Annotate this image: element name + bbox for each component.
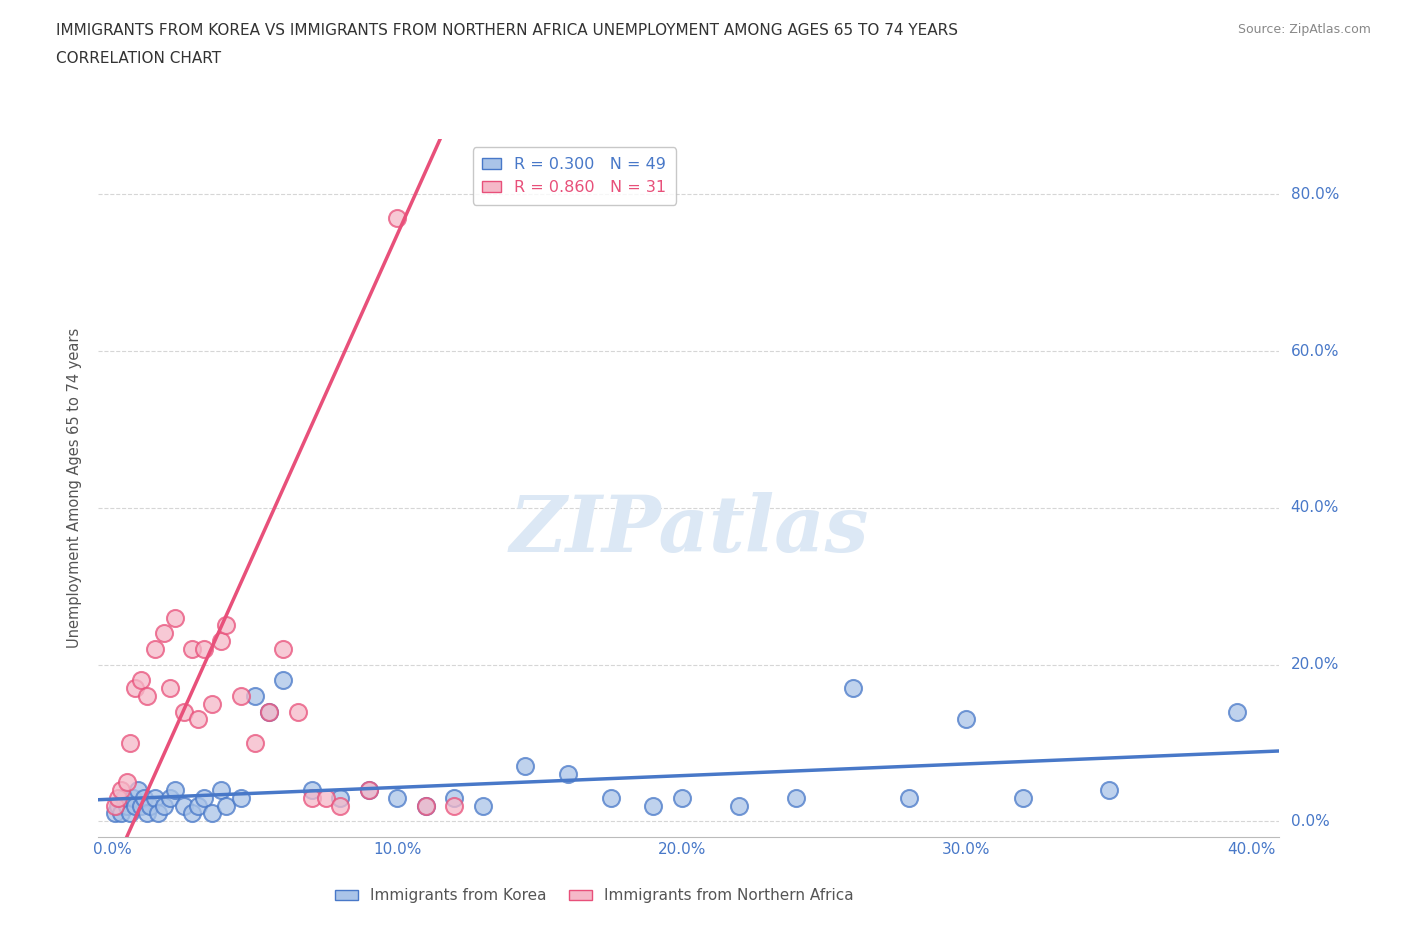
Point — [257, 704, 280, 719]
Point — [153, 626, 176, 641]
Point — [135, 806, 157, 821]
Text: 20.0%: 20.0% — [1291, 658, 1339, 672]
Point — [515, 759, 537, 774]
Point — [727, 798, 749, 813]
Point — [124, 798, 146, 813]
Point — [785, 790, 807, 805]
Point — [201, 806, 224, 821]
Point — [143, 642, 166, 657]
Point — [387, 790, 409, 805]
Point — [110, 806, 132, 821]
Point — [124, 681, 146, 696]
Point — [193, 790, 215, 805]
Point — [187, 798, 209, 813]
Point — [129, 672, 152, 687]
Text: 0.0%: 0.0% — [1291, 814, 1329, 829]
Point — [557, 767, 579, 782]
Point — [671, 790, 693, 805]
Point — [599, 790, 621, 805]
Text: Source: ZipAtlas.com: Source: ZipAtlas.com — [1237, 23, 1371, 36]
Point — [173, 704, 195, 719]
Point — [129, 798, 152, 813]
Point — [273, 642, 295, 657]
Point — [415, 798, 437, 813]
Point — [329, 798, 352, 813]
Point — [387, 210, 409, 225]
Point — [159, 681, 181, 696]
Point — [301, 782, 323, 797]
Legend: Immigrants from Korea, Immigrants from Northern Africa: Immigrants from Korea, Immigrants from N… — [329, 883, 860, 910]
Point — [193, 642, 215, 657]
Text: ZIPatlas: ZIPatlas — [509, 492, 869, 568]
Point — [357, 782, 380, 797]
Point — [115, 798, 138, 813]
Point — [112, 790, 135, 805]
Point — [118, 806, 141, 821]
Point — [229, 790, 252, 805]
Point — [104, 806, 127, 821]
Point — [209, 633, 232, 648]
Point — [159, 790, 181, 805]
Point — [121, 790, 143, 805]
Point — [107, 790, 129, 805]
Point — [301, 790, 323, 805]
Point — [165, 782, 187, 797]
Text: 60.0%: 60.0% — [1291, 343, 1339, 359]
Point — [209, 782, 232, 797]
Point — [135, 688, 157, 703]
Point — [243, 736, 266, 751]
Point — [643, 798, 665, 813]
Text: IMMIGRANTS FROM KOREA VS IMMIGRANTS FROM NORTHERN AFRICA UNEMPLOYMENT AMONG AGES: IMMIGRANTS FROM KOREA VS IMMIGRANTS FROM… — [56, 23, 959, 38]
Point — [1098, 782, 1121, 797]
Point — [132, 790, 155, 805]
Point — [471, 798, 494, 813]
Point — [229, 688, 252, 703]
Point — [118, 736, 141, 751]
Point — [153, 798, 176, 813]
Text: 40.0%: 40.0% — [1291, 500, 1339, 515]
Point — [955, 712, 977, 727]
Point — [143, 790, 166, 805]
Point — [215, 618, 238, 632]
Point — [315, 790, 337, 805]
Point — [104, 798, 127, 813]
Point — [257, 704, 280, 719]
Point — [201, 697, 224, 711]
Point — [148, 806, 170, 821]
Point — [1012, 790, 1035, 805]
Point — [329, 790, 352, 805]
Point — [1226, 704, 1249, 719]
Point — [415, 798, 437, 813]
Point — [173, 798, 195, 813]
Point — [243, 688, 266, 703]
Point — [107, 798, 129, 813]
Text: 80.0%: 80.0% — [1291, 187, 1339, 202]
Point — [181, 806, 204, 821]
Y-axis label: Unemployment Among Ages 65 to 74 years: Unemployment Among Ages 65 to 74 years — [67, 328, 83, 648]
Point — [287, 704, 309, 719]
Point — [181, 642, 204, 657]
Point — [115, 775, 138, 790]
Point — [357, 782, 380, 797]
Point — [110, 782, 132, 797]
Point — [841, 681, 863, 696]
Point — [165, 610, 187, 625]
Point — [443, 798, 465, 813]
Point — [138, 798, 160, 813]
Point — [898, 790, 921, 805]
Text: CORRELATION CHART: CORRELATION CHART — [56, 51, 221, 66]
Point — [443, 790, 465, 805]
Point — [273, 672, 295, 687]
Point — [215, 798, 238, 813]
Point — [187, 712, 209, 727]
Point — [127, 782, 149, 797]
